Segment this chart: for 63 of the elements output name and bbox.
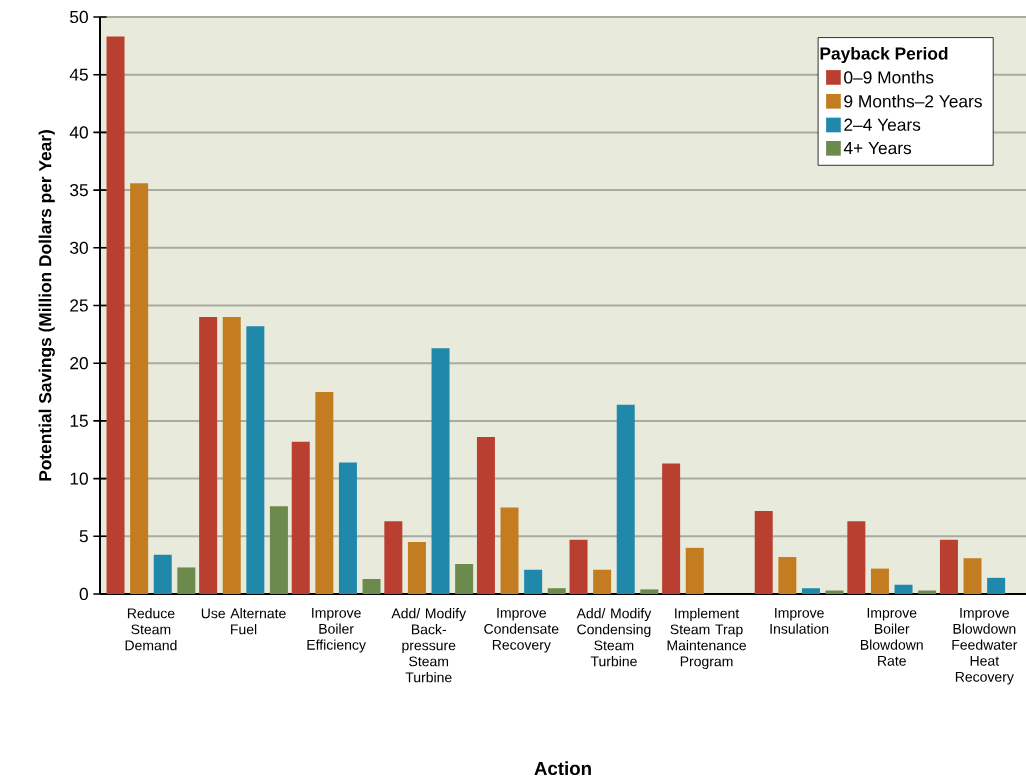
bar bbox=[431, 348, 450, 594]
bar bbox=[269, 506, 288, 594]
x-tick-label: Improve Insulation bbox=[770, 608, 829, 634]
y-axis-title: Potential Savings (Million Dollars per Year) bbox=[38, 130, 55, 481]
legend-label: 9 Months–2 Years bbox=[844, 94, 982, 108]
y-tick-label: 50 bbox=[70, 10, 88, 24]
legend-label: 2–4 Years bbox=[844, 118, 921, 131]
x-tick-label: Implement Steam Trap Maintenance Program bbox=[667, 608, 746, 670]
bar bbox=[384, 521, 403, 594]
x-tick-label: Improve Condensate Recovery bbox=[484, 608, 559, 653]
bar bbox=[246, 326, 265, 594]
bar bbox=[362, 578, 381, 594]
y-tick-label: 10 bbox=[70, 472, 88, 485]
bar bbox=[222, 317, 241, 594]
y-tick-label: 25 bbox=[70, 299, 88, 312]
bar bbox=[315, 392, 334, 594]
bar bbox=[130, 183, 149, 594]
x-tick-label: Improve Blowdown Feedwater Heat Recovery bbox=[952, 608, 1018, 685]
bar bbox=[847, 521, 866, 594]
x-tick-label: Improve Boiler Efficiency bbox=[307, 608, 366, 653]
x-tick-label: Improve Boiler Blowdown Rate bbox=[860, 608, 923, 666]
bar bbox=[524, 569, 543, 594]
bar bbox=[987, 577, 1006, 594]
bar bbox=[662, 463, 681, 594]
bar bbox=[476, 437, 495, 594]
x-tick-label: Reduce Steam Demand bbox=[125, 608, 177, 651]
bar bbox=[939, 539, 958, 594]
y-tick-label: 45 bbox=[69, 68, 88, 81]
legend-label: 4+ Years bbox=[843, 142, 912, 155]
bar bbox=[640, 589, 659, 594]
bar bbox=[569, 539, 588, 594]
y-tick-label: 40 bbox=[69, 126, 88, 139]
y-tick-label: 0 bbox=[79, 587, 88, 601]
bar bbox=[106, 36, 125, 594]
bar bbox=[407, 542, 426, 594]
y-tick-label: 20 bbox=[70, 357, 88, 370]
bar bbox=[870, 568, 889, 594]
legend-label: 0–9 Months bbox=[844, 70, 934, 84]
bar bbox=[291, 441, 310, 594]
bar bbox=[754, 510, 773, 594]
bar bbox=[801, 588, 820, 594]
bar bbox=[685, 547, 704, 594]
bar bbox=[547, 588, 566, 594]
bar bbox=[894, 584, 913, 594]
bar bbox=[455, 563, 474, 594]
y-tick-label: 35 bbox=[70, 183, 88, 197]
bar bbox=[963, 558, 982, 594]
x-tick-label: Use Alternate Fuel bbox=[201, 608, 286, 635]
bar bbox=[338, 462, 357, 594]
bar bbox=[177, 567, 196, 594]
bar bbox=[616, 404, 635, 594]
bar bbox=[778, 557, 797, 594]
y-tick-label: 15 bbox=[70, 414, 88, 427]
y-tick-label: 30 bbox=[70, 241, 88, 254]
x-tick-label: Add/ Modify Back-pressure Steam Turbine bbox=[391, 608, 467, 683]
bar bbox=[593, 569, 612, 594]
x-axis-title: Action bbox=[534, 761, 591, 776]
legend-title: Payback Period bbox=[820, 46, 948, 64]
bar bbox=[153, 554, 172, 594]
bar bbox=[500, 507, 519, 594]
x-tick-label: Add/ Modify Condensing Steam Turbine bbox=[576, 608, 652, 667]
bar bbox=[199, 317, 218, 594]
y-tick-label: 5 bbox=[79, 530, 88, 543]
